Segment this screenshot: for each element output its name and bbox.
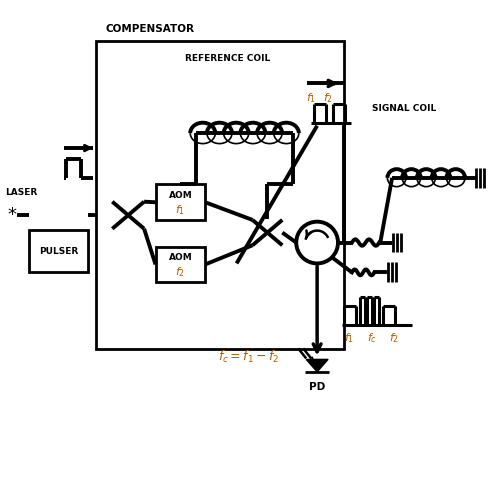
Text: $f_2$: $f_2$: [389, 332, 399, 345]
Text: PULSER: PULSER: [39, 246, 78, 256]
Text: $f_c = f_1 - f_2$: $f_c = f_1 - f_2$: [218, 349, 280, 365]
Bar: [156, 246, 206, 282]
Text: REFERENCE COIL: REFERENCE COIL: [186, 54, 270, 63]
Text: LASER: LASER: [6, 188, 38, 198]
Text: $f_1$: $f_1$: [176, 203, 186, 217]
Bar: [96, 41, 344, 350]
Polygon shape: [306, 360, 328, 372]
Text: $f_1$: $f_1$: [306, 92, 316, 105]
Text: *: *: [8, 206, 16, 224]
Text: $f_2$: $f_2$: [176, 266, 186, 279]
Text: AOM: AOM: [168, 192, 192, 200]
Text: AOM: AOM: [168, 254, 192, 262]
Text: PD: PD: [309, 382, 326, 392]
Bar: [28, 230, 88, 272]
Text: $f_c$: $f_c$: [367, 332, 377, 345]
Text: SIGNAL COIL: SIGNAL COIL: [372, 104, 436, 113]
Text: $f_2$: $f_2$: [323, 92, 333, 105]
Bar: [156, 184, 206, 220]
Text: $f_1$: $f_1$: [344, 332, 354, 345]
Text: COMPENSATOR: COMPENSATOR: [106, 24, 195, 34]
